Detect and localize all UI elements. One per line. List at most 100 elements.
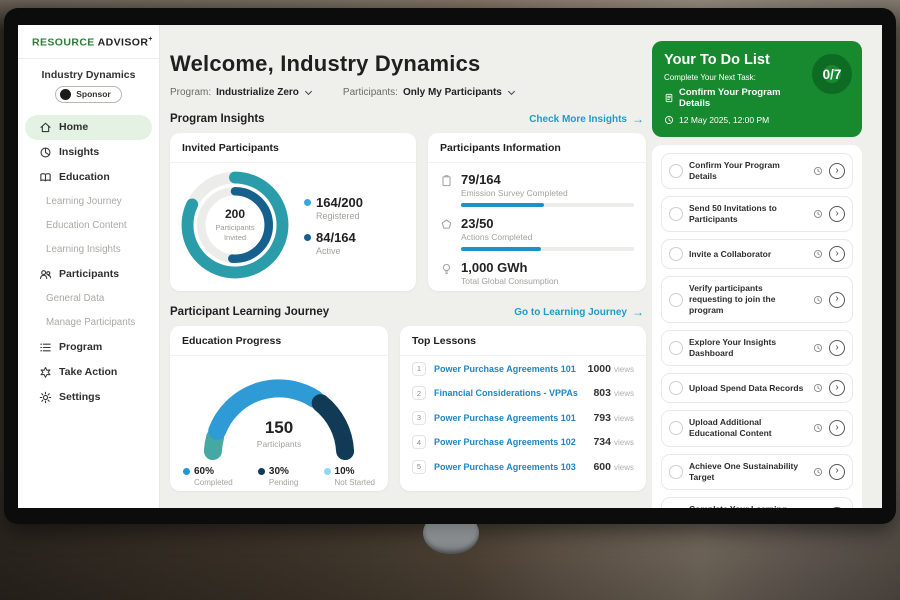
task-clock-icon [813,166,823,176]
filter-participants[interactable]: Participants:Only My Participants [343,87,514,98]
legend-label: Pending [269,478,298,487]
task-clock-icon [813,249,823,259]
views-suffix: views [614,414,634,423]
lesson-link[interactable]: Power Purchase Agreements 102 [434,437,585,447]
sidebar-item-learning-insights[interactable]: Learning Insights [25,238,152,262]
card-title: Education Progress [170,326,388,356]
task-label: Verify participants requesting to join t… [689,283,807,316]
org-name: Industry Dynamics [18,69,159,81]
task-open-button[interactable]: › [829,420,845,436]
todo-next-task[interactable]: Confirm Your Program Details [664,87,804,109]
views-count: 734 [593,436,611,448]
task-row-send-50-invitations-to-participants[interactable]: Send 50 Invitations to Participants › [661,196,853,232]
lesson-row: 4Power Purchase Agreements 102734views [400,430,646,455]
task-row-achieve-one-sustainability-target[interactable]: Achieve One Sustainability Target › [661,454,853,490]
task-checkbox[interactable] [669,247,683,261]
filter-value: Only My Participants [403,87,502,98]
task-label: Achieve One Sustainability Target [689,461,807,483]
lesson-rank: 1 [412,362,426,376]
sidebar-item-take-action[interactable]: Take Action [25,360,152,385]
lesson-views: 1000views [588,363,634,375]
lesson-rank: 2 [412,386,426,400]
lesson-views: 803views [593,387,634,399]
task-checkbox[interactable] [669,164,683,178]
legend-dot [258,468,265,475]
sidebar-item-manage-participants[interactable]: Manage Participants [25,311,152,335]
task-row-upload-additional-educational-content[interactable]: Upload Additional Educational Content› [661,410,853,446]
task-open-button[interactable]: › [829,340,845,356]
take-action-icon [39,366,52,379]
arrow-right-icon: → [632,306,644,318]
sidebar-item-education[interactable]: Education [25,165,152,190]
todo-next-task-label: Confirm Your Program Details [679,87,804,109]
task-open-button[interactable]: › [829,507,845,508]
task-row-verify-participants-requesting-to-join-the-program[interactable]: Verify participants requesting to join t… [661,276,853,323]
stat-row-total-global-consumption: 1,000 GWhTotal Global Consumption [440,260,634,286]
home-icon [39,121,52,134]
sidebar-item-settings[interactable]: Settings [25,385,152,410]
participant-stats: 79/164Emission Survey Completed23/50Acti… [428,163,646,286]
sidebar-item-label: Program [59,341,102,353]
legend-dot [304,199,311,206]
task-clock-icon [813,343,823,353]
task-clock-icon [813,383,823,393]
task-label: Explore Your Insights Dashboard [689,337,807,359]
task-row-upload-spend-data-records[interactable]: Upload Spend Data Records› [661,373,853,403]
sidebar-item-insights[interactable]: Insights [25,140,152,165]
sidebar-item-program[interactable]: Program [25,335,152,360]
card-title: Top Lessons [400,326,646,356]
stat-value: 79/164 [461,172,634,187]
go-to-learning-journey-link[interactable]: Go to Learning Journey → [514,306,644,318]
clock-icon [664,115,674,125]
lesson-link[interactable]: Power Purchase Agreements 101 [434,364,580,374]
sidebar-item-participants[interactable]: Participants [25,262,152,287]
education-gauge-chart: 150 Participants [184,360,374,464]
gauge-legend: 60%Completed30%Pending10%Not Started [170,464,388,487]
task-open-button[interactable]: › [829,163,845,179]
todo-due-date: 12 May 2025, 12:00 PM [664,115,850,125]
legend-label: Registered [316,211,363,221]
sidebar-item-learning-journey[interactable]: Learning Journey [25,190,152,214]
lesson-link[interactable]: Power Purchase Agreements 101 [434,413,585,423]
task-row-invite-a-collaborator[interactable]: Invite a Collaborator› [661,239,853,269]
lesson-link[interactable]: Financial Considerations - VPPAs [434,388,585,398]
sponsor-badge[interactable]: Sponsor [55,86,121,103]
sidebar-item-home[interactable]: Home [25,115,152,140]
progress-bar-fill [461,247,541,251]
task-row-explore-your-insights-dashboard[interactable]: Explore Your Insights Dashboard › [661,330,853,366]
program-insights-heading: Program Insights [170,113,265,125]
donut-center-label: Participants Invited [207,223,263,243]
sidebar-item-label: Settings [59,391,100,403]
task-row-confirm-your-program-details[interactable]: Confirm Your Program Details› [661,153,853,189]
app-window: RESOURCE ADVISOR+ Industry Dynamics Spon… [18,25,882,508]
check-more-insights-link[interactable]: Check More Insights → [529,113,644,125]
legend-pct: 30% [269,466,289,477]
sidebar-item-general-data[interactable]: General Data [25,287,152,311]
task-checkbox[interactable] [669,421,683,435]
task-checkbox[interactable] [669,465,683,479]
task-open-button[interactable]: › [829,206,845,222]
page-title: Welcome, Industry Dynamics [170,51,646,77]
task-checkbox[interactable] [669,381,683,395]
survey-icon [440,174,453,188]
sidebar-item-education-content[interactable]: Education Content [25,214,152,238]
lesson-rank: 4 [412,435,426,449]
lesson-link[interactable]: Power Purchase Agreements 103 [434,462,585,472]
task-open-button[interactable]: › [829,380,845,396]
sidebar-item-label: General Data [46,293,104,304]
invited-donut-chart: 200 Participants Invited [178,168,292,282]
task-checkbox[interactable] [669,207,683,221]
card-title: Invited Participants [170,133,416,163]
sidebar-item-label: Participants [59,268,119,280]
task-open-button[interactable]: › [829,464,845,480]
task-open-button[interactable]: › [829,292,845,308]
lesson-row: 1 Power Purchase Agreements 101 1000views [400,356,646,381]
main-content: Welcome, Industry Dynamics Program:Indus… [160,25,652,508]
filter-program[interactable]: Program:Industrialize Zero [170,87,311,98]
gauge-legend-item-pending: 30%Pending [258,466,298,487]
task-row-complete-your-learning-journey[interactable]: Complete Your Learning Journey› [661,497,853,508]
task-label: Send 50 Invitations to Participants [689,203,807,225]
task-checkbox[interactable] [669,341,683,355]
task-checkbox[interactable] [669,293,683,307]
task-open-button[interactable]: › [829,246,845,262]
